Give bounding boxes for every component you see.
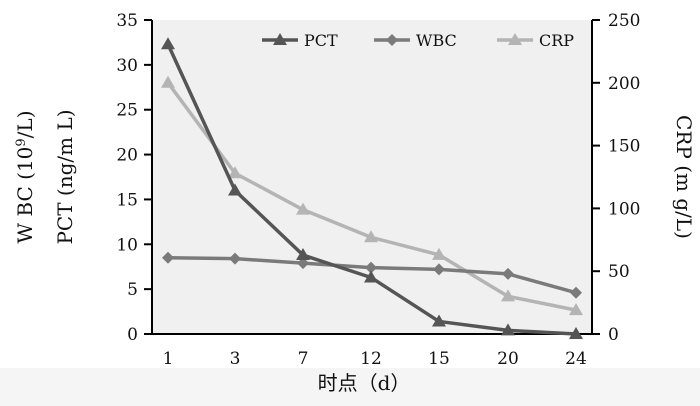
y-right-ticks: 0 50 100 150 200 250 [592,11,640,345]
y-left-tick-label: 25 [116,101,138,121]
y-left-tick-label: 20 [116,146,138,166]
y-left-tick-label: 30 [116,56,138,76]
data-point-crp [296,202,310,215]
plot-area [152,20,592,334]
data-point-wbc [229,252,241,265]
data-point-crp [228,166,242,179]
x-tick-label: 15 [428,349,450,369]
x-axis-title: 时点（d） [318,371,411,395]
legend-label: WBC [416,31,457,50]
y-left-tick-label: 0 [127,325,138,345]
data-point-crp [501,289,515,302]
y-right-tick-label: 150 [608,137,640,157]
x-tick-label: 12 [360,349,382,369]
x-tick-label: 7 [298,349,309,369]
bottom-band [0,368,700,406]
y-right-axis-title: CRP (m g/L) [672,115,696,239]
y-left-tick-label: 10 [116,235,138,255]
y-right-tick-label: 50 [608,262,630,282]
legend-label: CRP [539,31,574,50]
data-point-wbc [433,263,445,276]
data-point-crp [161,75,175,88]
y-right-tick-label: 0 [608,325,619,345]
legend-label: PCT [304,31,338,50]
data-point-pct [228,183,242,196]
data-point-pct [432,314,446,327]
series-crp [161,75,583,316]
data-point-pct [569,327,583,339]
x-tick-label: 20 [497,349,519,369]
legend-item-crp: CRP [497,31,574,50]
y-left-tick-label: 15 [116,190,138,210]
legend-item-wbc: WBC [374,31,457,50]
y-left-ticks: 0 5 10 15 20 25 30 35 [116,11,152,345]
data-point-wbc [365,261,377,274]
series-wbc [162,251,582,299]
data-point-wbc [502,267,514,280]
legend: PCT WBC CRP [262,31,574,50]
y-left-tick-label: 35 [116,11,138,31]
legend-marker [508,33,522,45]
data-point-crp [364,230,378,243]
data-point-pct [501,323,515,336]
data-point-crp [432,247,446,260]
x-tick-label: 1 [163,349,174,369]
data-point-wbc [297,257,309,270]
series-layer [161,37,583,339]
y-right-tick-label: 200 [608,74,640,94]
x-ticks: 1 3 7 12 15 20 24 [163,349,587,369]
y-left-axis-title-line2: PCT (ng/m L) [53,109,77,244]
legend-item-pct: PCT [262,31,338,50]
data-point-wbc [570,286,582,299]
legend-marker [273,33,287,45]
series-pct [161,37,583,339]
data-point-crp [569,303,583,316]
x-tick-label: 3 [230,349,241,369]
data-point-pct [364,270,378,283]
y-right-tick-label: 100 [608,199,640,219]
data-point-wbc [162,251,174,264]
y-right-tick-label: 250 [608,11,640,31]
x-tick-label: 24 [565,349,587,369]
data-point-pct [161,37,175,50]
y-left-axis-title-line1: W BC (109/L) [13,110,37,243]
y-left-tick-label: 5 [127,280,138,300]
data-point-pct [296,248,310,261]
legend-marker [386,34,398,46]
